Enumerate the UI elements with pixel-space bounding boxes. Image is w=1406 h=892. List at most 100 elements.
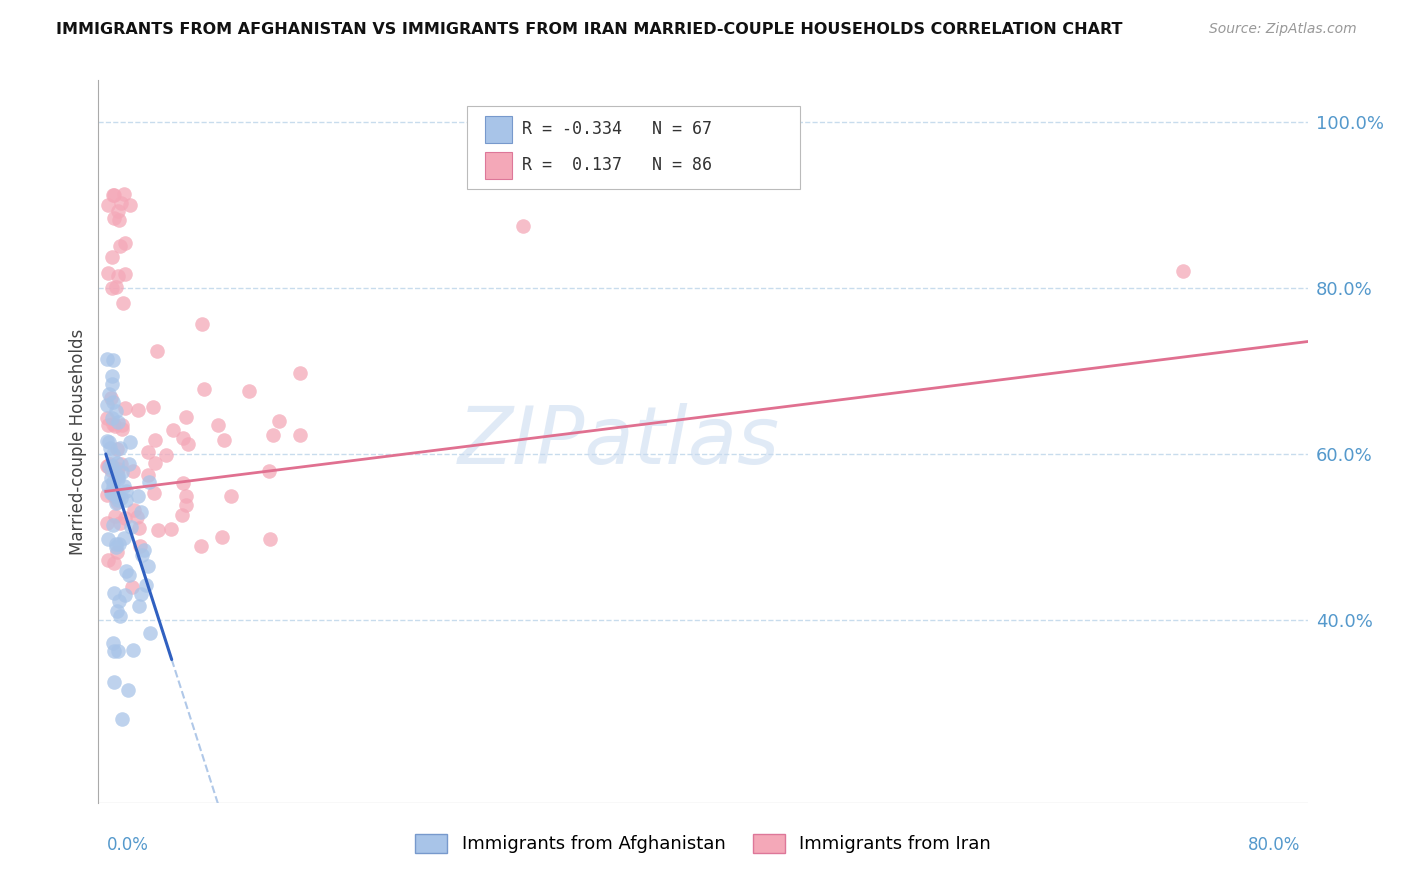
- Text: ZIPatlas: ZIPatlas: [457, 402, 779, 481]
- Text: 80.0%: 80.0%: [1249, 836, 1301, 854]
- Point: [97, 266, 120, 280]
- Point: [259, 464, 281, 478]
- Point: [117, 683, 139, 698]
- Point: [101, 459, 124, 474]
- Text: R = -0.334   N = 67: R = -0.334 N = 67: [522, 120, 711, 138]
- Point: [115, 483, 138, 498]
- Point: [98, 457, 121, 471]
- Point: [207, 418, 229, 433]
- Point: [170, 508, 193, 522]
- Point: [114, 236, 136, 251]
- Point: [114, 493, 136, 508]
- Point: [127, 402, 149, 417]
- FancyBboxPatch shape: [485, 152, 512, 179]
- Point: [162, 423, 184, 437]
- Point: [105, 489, 128, 503]
- Point: [267, 414, 290, 428]
- Point: [97, 532, 120, 546]
- Point: [97, 552, 120, 566]
- Point: [101, 250, 124, 264]
- Point: [193, 382, 215, 396]
- Point: [96, 516, 118, 530]
- Point: [105, 495, 128, 509]
- Legend: Immigrants from Afghanistan, Immigrants from Iran: Immigrants from Afghanistan, Immigrants …: [408, 827, 998, 861]
- Point: [219, 489, 242, 503]
- Point: [127, 489, 149, 503]
- Point: [129, 586, 152, 600]
- Point: [97, 459, 120, 474]
- Point: [112, 479, 135, 493]
- Text: 0.0%: 0.0%: [107, 836, 149, 854]
- Point: [96, 411, 118, 425]
- Point: [135, 577, 157, 591]
- Point: [146, 343, 169, 358]
- Point: [101, 281, 124, 295]
- Point: [143, 434, 166, 448]
- Point: [100, 368, 122, 383]
- Point: [104, 508, 127, 523]
- FancyBboxPatch shape: [485, 116, 512, 144]
- Point: [114, 267, 136, 281]
- Point: [132, 542, 155, 557]
- Point: [100, 462, 122, 476]
- Point: [101, 486, 124, 500]
- Point: [138, 475, 160, 490]
- Point: [97, 434, 120, 449]
- Point: [110, 457, 132, 471]
- Point: [288, 366, 311, 380]
- Point: [114, 564, 136, 578]
- Point: [100, 471, 122, 485]
- Point: [111, 465, 134, 479]
- Point: [172, 431, 194, 445]
- Point: [107, 213, 129, 227]
- Point: [143, 457, 166, 471]
- Point: [101, 395, 124, 409]
- Point: [103, 475, 125, 490]
- Point: [128, 539, 150, 553]
- Point: [211, 530, 233, 544]
- Point: [97, 460, 120, 475]
- Point: [104, 496, 127, 510]
- Point: [101, 187, 124, 202]
- Point: [290, 428, 312, 442]
- Point: [174, 409, 197, 424]
- Point: [131, 548, 153, 562]
- Point: [114, 588, 136, 602]
- Text: R =  0.137   N = 86: R = 0.137 N = 86: [522, 155, 711, 174]
- Point: [97, 197, 120, 211]
- Point: [155, 448, 177, 462]
- Point: [107, 204, 129, 219]
- Point: [103, 188, 125, 202]
- Point: [512, 219, 534, 233]
- Point: [101, 411, 124, 425]
- Point: [111, 422, 134, 436]
- Point: [96, 458, 118, 473]
- Point: [122, 503, 145, 517]
- Y-axis label: Married-couple Households: Married-couple Households: [69, 328, 87, 555]
- Point: [103, 644, 125, 658]
- Point: [128, 521, 150, 535]
- Point: [118, 197, 141, 211]
- Point: [107, 644, 129, 658]
- Point: [97, 479, 120, 493]
- Point: [174, 489, 197, 503]
- Point: [103, 517, 125, 532]
- Point: [104, 540, 127, 554]
- Point: [103, 489, 125, 503]
- Point: [98, 441, 121, 455]
- Point: [107, 462, 129, 476]
- Point: [212, 433, 235, 447]
- Text: IMMIGRANTS FROM AFGHANISTAN VS IMMIGRANTS FROM IRAN MARRIED-COUPLE HOUSEHOLDS CO: IMMIGRANTS FROM AFGHANISTAN VS IMMIGRANT…: [56, 22, 1123, 37]
- Point: [136, 467, 159, 482]
- Point: [97, 417, 120, 432]
- Point: [146, 524, 169, 538]
- Point: [108, 239, 131, 253]
- Point: [101, 417, 124, 432]
- Point: [105, 468, 128, 483]
- Point: [97, 387, 120, 401]
- Point: [174, 499, 197, 513]
- Point: [108, 594, 131, 608]
- Point: [111, 418, 134, 433]
- Point: [121, 580, 143, 594]
- Point: [160, 522, 183, 536]
